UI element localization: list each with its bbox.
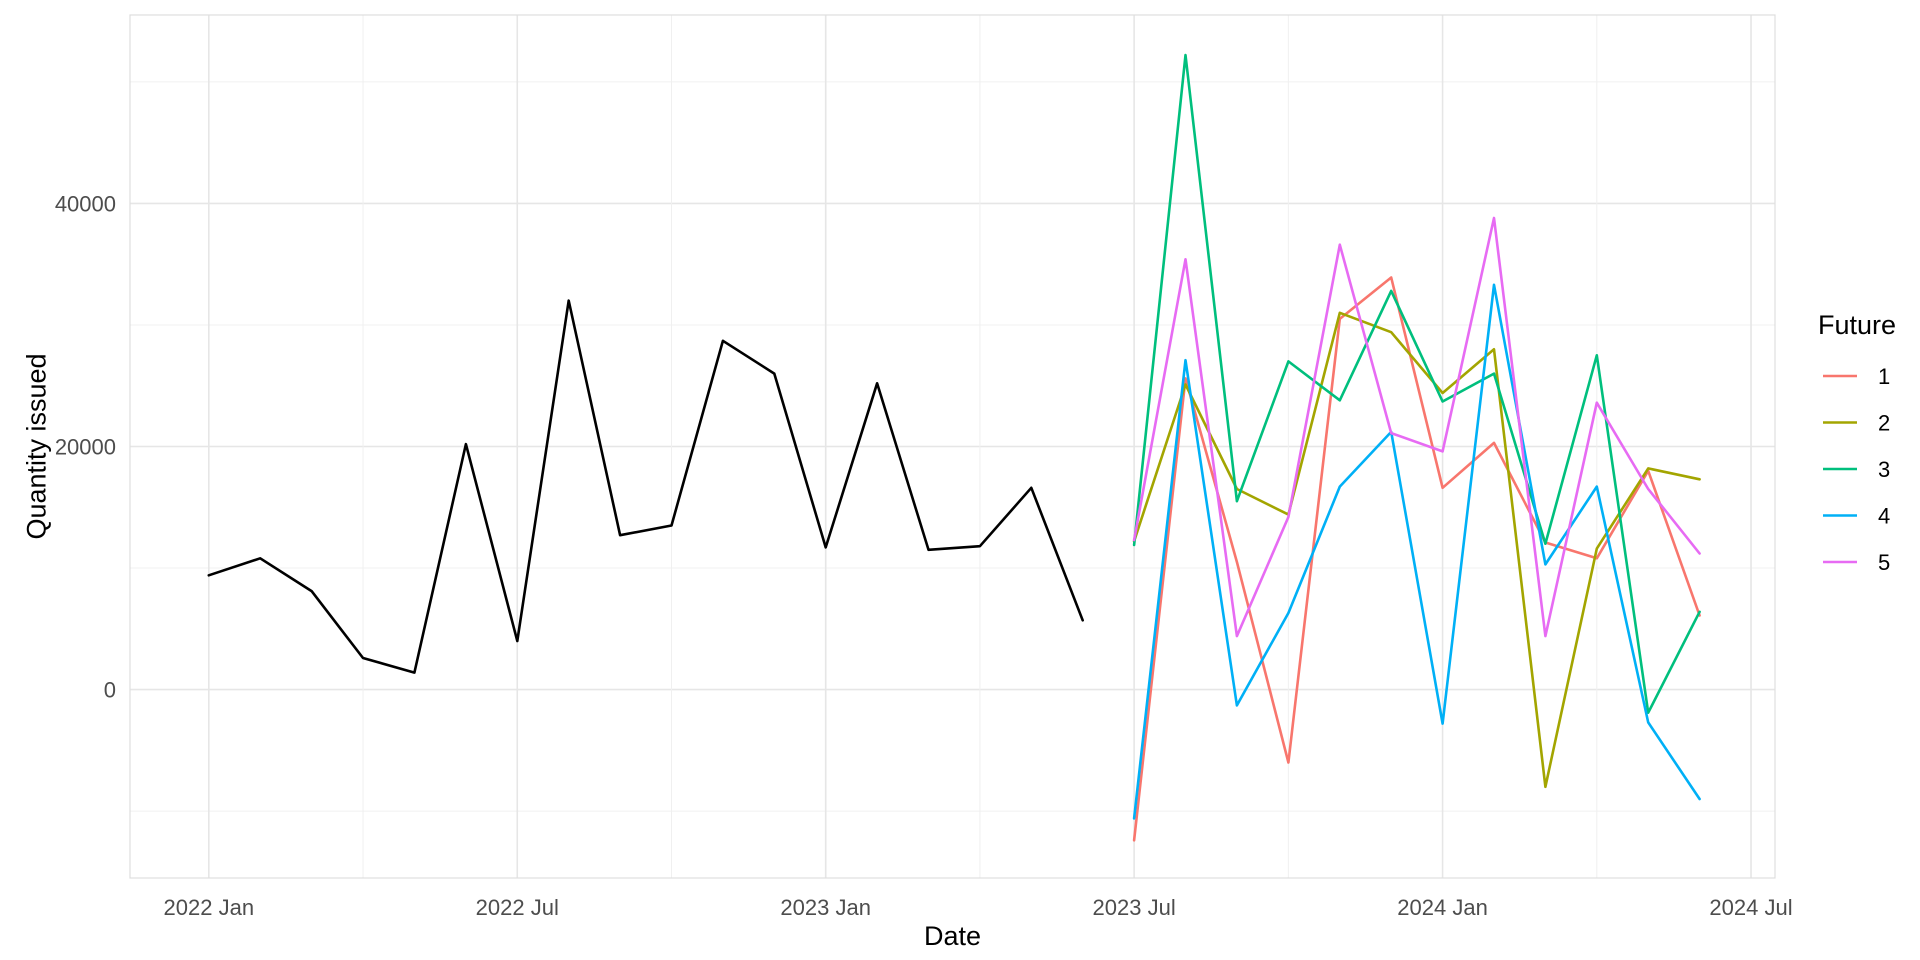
x-tick-label: 2024 Jan [1397, 895, 1488, 920]
y-tick-label: 40000 [55, 191, 116, 216]
plot-panel [129, 14, 1776, 879]
legend-label-4: 4 [1878, 504, 1890, 529]
x-axis-title: Date [924, 921, 981, 951]
x-tick-label: 2022 Jul [476, 895, 559, 920]
x-tick-label: 2023 Jan [780, 895, 871, 920]
forecast-line-4 [1132, 283, 1701, 820]
legend-label-1: 1 [1878, 364, 1890, 389]
y-axis-ticks: 0 20000 40000 [55, 191, 116, 702]
forecast-line-2 [1132, 311, 1701, 789]
legend-title: Future [1818, 310, 1896, 340]
legend-label-5: 5 [1878, 550, 1890, 575]
history-line [207, 299, 1084, 674]
forecast-line-1 [1132, 276, 1701, 842]
forecast-series-layer [1132, 53, 1701, 842]
legend-label-2: 2 [1878, 411, 1890, 436]
x-axis-ticks: 2022 Jan 2022 Jul 2023 Jan 2023 Jul 2024 Jan… [164, 895, 1793, 920]
forecast-line-5 [1132, 216, 1701, 638]
legend-label-3: 3 [1878, 457, 1890, 482]
y-tick-label: 20000 [55, 435, 116, 460]
x-tick-label: 2024 Jul [1709, 895, 1792, 920]
x-tick-label: 2023 Jul [1093, 895, 1176, 920]
y-axis-title: Quantity issued [21, 353, 51, 539]
legend-items: 1 2 3 4 5 [1823, 364, 1890, 575]
history-layer [207, 299, 1084, 674]
legend: Future 1 2 3 4 5 [1818, 310, 1896, 575]
grid [130, 15, 1775, 878]
y-tick-label: 0 [104, 678, 116, 703]
x-tick-label: 2022 Jan [164, 895, 255, 920]
